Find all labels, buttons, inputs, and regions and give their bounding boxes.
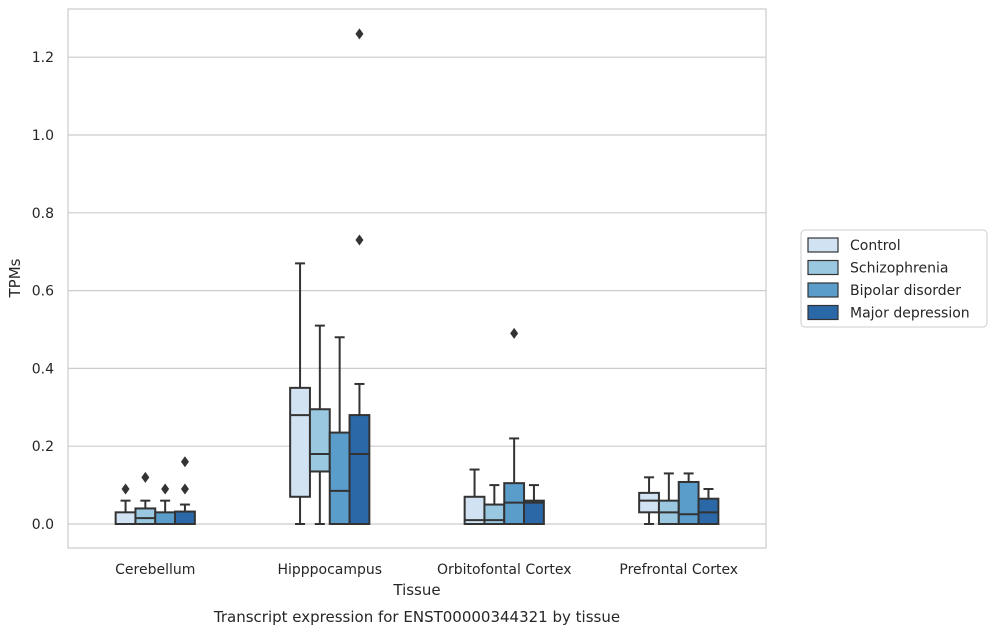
box-body xyxy=(114,511,137,526)
legend-swatch xyxy=(807,259,839,276)
box-body xyxy=(308,408,331,473)
outlier-point xyxy=(141,471,150,483)
box-body xyxy=(677,480,700,526)
legend-swatch xyxy=(807,237,839,253)
legend-label: Control xyxy=(850,238,901,254)
box-0-3 xyxy=(174,456,196,526)
x-tick-label: Hipppocampus xyxy=(277,562,382,578)
outlier-point xyxy=(355,28,364,40)
x-tick-label: Cerebellum xyxy=(115,562,195,578)
y-axis-label: TPMs xyxy=(6,258,24,298)
outlier-point xyxy=(180,483,189,495)
y-tick-label: 0.4 xyxy=(32,361,54,377)
box-body xyxy=(154,511,177,526)
outlier-point xyxy=(161,483,170,495)
box-3-3 xyxy=(697,487,720,525)
box-body xyxy=(134,507,157,526)
x-tick-label: Prefrontal Cortex xyxy=(619,562,738,578)
x-tick-labels: Cerebellum Hipppocampus Orbitofontal Corte… xyxy=(115,562,738,578)
box-1-0 xyxy=(289,262,311,525)
box-0-2 xyxy=(154,483,177,526)
y-tick-label: 0.2 xyxy=(32,439,54,455)
box-1-1 xyxy=(308,324,331,525)
legend: Control Schizophrenia Bipolar disorder Majo… xyxy=(800,229,988,328)
box-body xyxy=(348,414,371,525)
box-3-1 xyxy=(657,472,680,526)
plot-frame xyxy=(67,8,767,549)
y-tick-labels: 0.0 0.2 0.4 0.6 0.8 1.0 1.2 xyxy=(32,50,54,533)
outlier-point xyxy=(180,456,189,468)
x-axis-label: Tissue xyxy=(392,581,440,599)
box-2-3 xyxy=(523,484,545,526)
box-3-2 xyxy=(677,472,700,526)
y-tick-label: 0.8 xyxy=(32,206,54,222)
box-2-1 xyxy=(483,484,506,525)
box-0-1 xyxy=(134,471,157,526)
outlier-point xyxy=(121,483,130,495)
legend-frame xyxy=(800,229,988,328)
y-tick-label: 0.0 xyxy=(32,517,54,533)
x-tick-label: Orbitofontal Cortex xyxy=(437,562,572,578)
outlier-point xyxy=(510,327,519,339)
box-3-0 xyxy=(638,476,660,525)
legend-label: Bipolar disorder xyxy=(850,283,961,299)
box-body xyxy=(523,499,545,526)
box-2-0 xyxy=(463,468,486,525)
box-1-2 xyxy=(328,336,351,525)
box-body xyxy=(328,431,351,525)
box-body xyxy=(289,386,311,498)
legend-swatch xyxy=(807,282,839,298)
box-1-3 xyxy=(348,28,371,525)
box-body xyxy=(174,510,196,526)
legend-label: Schizophrenia xyxy=(850,261,948,277)
legend-swatch xyxy=(807,304,839,321)
box-layer xyxy=(114,28,720,526)
box-0-0 xyxy=(114,483,137,526)
y-tick-label: 0.6 xyxy=(32,284,54,300)
y-tick-label: 1.2 xyxy=(32,50,54,66)
y-tick-label: 1.0 xyxy=(32,128,54,144)
legend-label: Major depression xyxy=(850,306,970,322)
legend-items: Control Schizophrenia Bipolar disorder Majo… xyxy=(807,237,970,322)
chart-title: Transcript expression for ENST0000034432… xyxy=(213,608,620,626)
grid-layer xyxy=(68,56,766,525)
box-2-2 xyxy=(503,327,526,525)
outlier-point xyxy=(355,234,364,246)
box-body xyxy=(638,491,660,514)
